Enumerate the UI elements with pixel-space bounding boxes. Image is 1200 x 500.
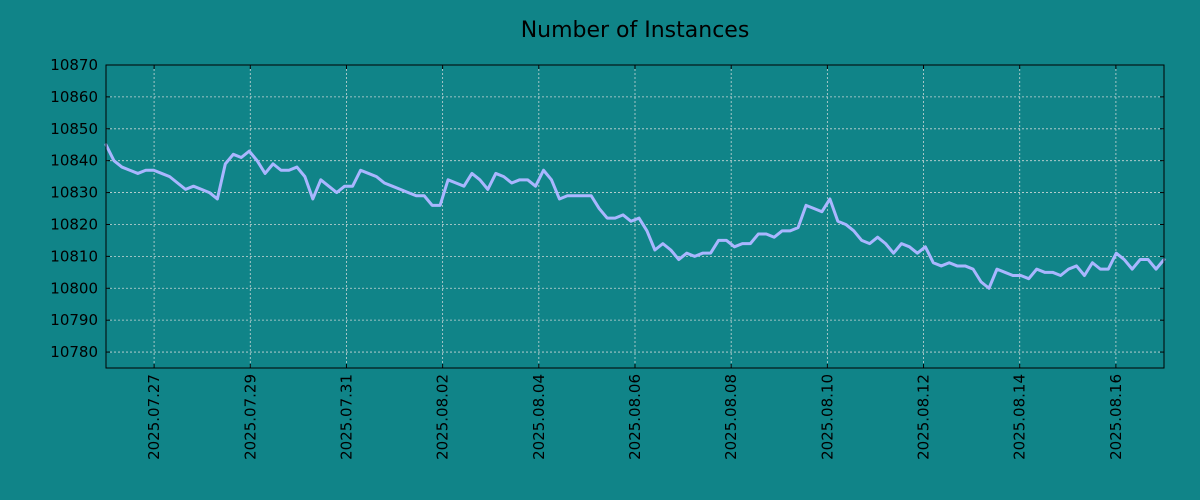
x-tick-label: 2025.08.12: [915, 374, 933, 460]
y-tick-label: 10780: [50, 343, 98, 361]
series-layer: [104, 143, 1166, 290]
y-tick-label: 10840: [50, 152, 98, 170]
x-tick-label: 2025.08.16: [1107, 374, 1125, 460]
series-line: [104, 143, 1166, 290]
x-tick-label: 2025.07.31: [337, 374, 355, 460]
x-tick-label: 2025.08.14: [1011, 374, 1029, 460]
y-tick-label: 10820: [50, 215, 98, 233]
y-tick-label: 10860: [50, 88, 98, 106]
x-tick-label: 2025.07.27: [145, 374, 163, 460]
y-tick-label: 10810: [50, 247, 98, 265]
grid-lines: [106, 64, 1164, 368]
x-tick-label: 2025.08.08: [722, 374, 740, 460]
x-tick-label: 2025.08.10: [818, 374, 836, 460]
x-tick-label: 2025.07.29: [241, 374, 259, 460]
chart-title: Number of Instances: [521, 18, 750, 43]
y-axis: 10780 10790 10800 10810 10820 10830 10840 10850…: [50, 56, 1164, 361]
x-tick-label: 2025.08.02: [434, 374, 452, 460]
y-tick-label: 10800: [50, 279, 98, 297]
x-axis: 2025.07.27 2025.07.29 2025.07.31 2025.08.02…: [145, 65, 1125, 460]
x-tick-label: 2025.08.06: [626, 374, 644, 460]
y-tick-label: 10870: [50, 56, 98, 74]
y-tick-label: 10830: [50, 184, 98, 202]
y-tick-label: 10850: [50, 120, 98, 138]
y-tick-label: 10790: [50, 311, 98, 329]
x-tick-label: 2025.08.04: [530, 374, 548, 460]
